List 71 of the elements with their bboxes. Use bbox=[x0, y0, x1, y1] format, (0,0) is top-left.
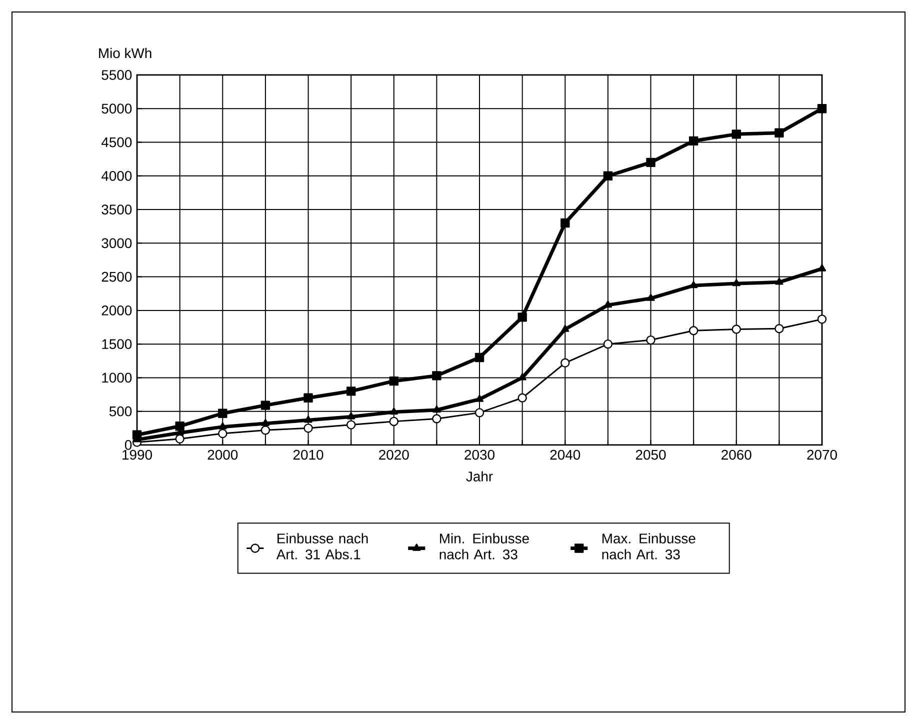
point bbox=[817, 104, 827, 114]
point bbox=[304, 424, 313, 433]
point bbox=[646, 335, 656, 345]
point bbox=[775, 278, 784, 285]
point bbox=[218, 408, 228, 418]
point bbox=[560, 358, 570, 368]
point bbox=[346, 420, 356, 430]
point bbox=[132, 430, 142, 440]
x-tick-label: 2030 bbox=[464, 450, 494, 460]
point bbox=[561, 324, 570, 332]
point bbox=[774, 128, 784, 138]
point bbox=[688, 326, 698, 336]
point bbox=[390, 407, 398, 415]
y-tick-label: 4500 bbox=[101, 137, 132, 148]
point bbox=[560, 218, 570, 228]
y-tick-label: 4000 bbox=[101, 170, 132, 181]
point bbox=[732, 324, 741, 334]
x-tick-label: 1990 bbox=[122, 450, 152, 460]
point bbox=[175, 434, 184, 444]
x-tick-label: 2050 bbox=[636, 450, 666, 460]
point bbox=[732, 278, 740, 286]
point bbox=[304, 393, 313, 402]
point bbox=[346, 386, 356, 396]
y-tick-label: 3000 bbox=[102, 238, 132, 248]
point bbox=[518, 312, 527, 322]
point bbox=[389, 376, 398, 386]
point bbox=[774, 324, 784, 334]
point bbox=[389, 416, 398, 426]
point bbox=[603, 171, 613, 180]
point bbox=[732, 130, 741, 139]
point bbox=[518, 393, 527, 402]
y-tick-label: 5500 bbox=[102, 70, 132, 80]
legend-label: Einbusse nach Art. 31 Abs.1 bbox=[276, 533, 368, 560]
y-tick-label: 2500 bbox=[102, 272, 132, 282]
point bbox=[646, 294, 655, 301]
point bbox=[304, 415, 312, 423]
x-tick-label: 2020 bbox=[379, 450, 409, 460]
y-tick-label: 5000 bbox=[102, 104, 132, 114]
y-axis-title: Mio kWh bbox=[99, 48, 152, 58]
point bbox=[690, 280, 698, 288]
point bbox=[432, 414, 442, 424]
y-tick-label: 1500 bbox=[102, 339, 132, 350]
point bbox=[218, 422, 227, 430]
x-tick-label: 2070 bbox=[807, 450, 837, 460]
x-tick-label: 2040 bbox=[550, 450, 580, 460]
point bbox=[260, 400, 270, 410]
legend-label: Min. Einbusse nach Art. 33 bbox=[440, 533, 529, 560]
y-tick-label: 1000 bbox=[102, 372, 132, 383]
point bbox=[347, 412, 356, 420]
y-tick-label: 500 bbox=[109, 406, 132, 416]
y-tick-label: 0 bbox=[124, 440, 132, 450]
y-tick-label: 2000 bbox=[102, 305, 132, 316]
point bbox=[261, 418, 270, 426]
point bbox=[688, 136, 698, 146]
legend-label: Max. Einbusse nach Art. 33 bbox=[602, 533, 696, 560]
point bbox=[474, 408, 484, 418]
x-tick-label: 2010 bbox=[293, 450, 324, 460]
x-axis-title: Jahr bbox=[466, 471, 493, 482]
point bbox=[474, 352, 484, 362]
point bbox=[646, 158, 656, 168]
point bbox=[432, 371, 442, 380]
x-tick-label: 2060 bbox=[722, 450, 752, 460]
point bbox=[218, 428, 228, 438]
point bbox=[260, 426, 270, 435]
point bbox=[603, 339, 613, 349]
point bbox=[475, 394, 484, 402]
point bbox=[175, 422, 184, 431]
x-tick-label: 2000 bbox=[208, 450, 238, 460]
y-tick-label: 3500 bbox=[102, 204, 132, 214]
point bbox=[817, 314, 827, 324]
point bbox=[432, 405, 441, 413]
